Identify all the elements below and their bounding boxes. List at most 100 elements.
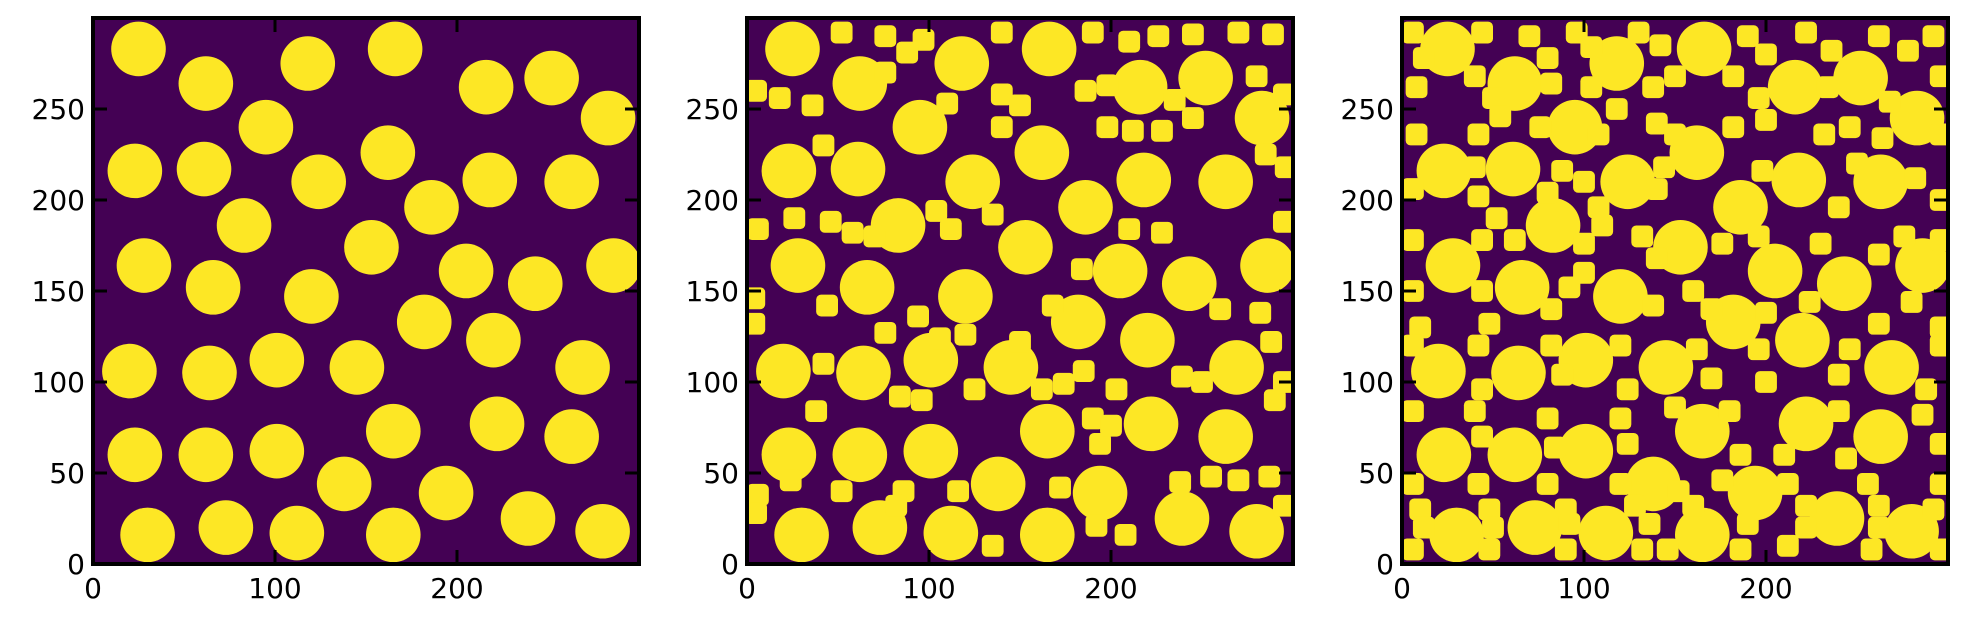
large-particle: [216, 198, 272, 253]
large-particle: [1229, 503, 1284, 559]
large-particle: [1638, 340, 1694, 395]
small-particle: [1258, 465, 1281, 488]
small-particle: [1700, 367, 1723, 390]
small-particle: [1070, 258, 1093, 281]
large-particle: [366, 403, 421, 459]
small-particle: [1838, 116, 1861, 139]
small-particle: [1835, 447, 1857, 470]
small-particle: [1871, 127, 1894, 150]
small-particle: [1402, 229, 1424, 251]
small-particle: [1085, 514, 1108, 537]
large-particle: [1600, 154, 1655, 210]
large-particle: [269, 505, 325, 561]
large-particle: [1491, 345, 1546, 401]
small-particle: [1463, 65, 1486, 88]
small-particle: [896, 41, 919, 64]
large-particle: [1775, 312, 1830, 368]
small-particle: [1467, 185, 1490, 208]
axes-frame: [1400, 16, 1950, 566]
large-particle: [367, 21, 423, 77]
small-particle: [1893, 225, 1916, 248]
large-particle: [580, 90, 636, 146]
small-particle: [863, 225, 886, 248]
y-tick-label: 0: [721, 548, 739, 581]
small-particle: [1121, 119, 1144, 142]
small-particle: [1471, 425, 1493, 448]
panel-1: 0 100 200 0 50 100 150 200 250: [32, 16, 641, 605]
small-particle: [1900, 291, 1923, 313]
small-particle: [1809, 232, 1832, 255]
large-particle: [366, 507, 421, 563]
small-particle: [1200, 465, 1223, 488]
small-particle: [929, 327, 951, 350]
small-particle: [1551, 159, 1574, 182]
x-tick-label: 100: [902, 572, 955, 605]
axes-frame: [91, 16, 641, 566]
small-particle: [747, 483, 769, 506]
large-particle: [1727, 465, 1783, 521]
large-particle: [1778, 396, 1834, 452]
small-particle: [1489, 105, 1512, 128]
small-particle: [1624, 494, 1646, 517]
small-particle: [1580, 36, 1603, 59]
large-particle: [1676, 21, 1732, 77]
large-particle: [466, 312, 521, 368]
large-particle: [1178, 50, 1233, 106]
small-particle: [779, 469, 802, 492]
small-particle: [1685, 338, 1708, 361]
small-particle: [1081, 21, 1104, 44]
small-particle: [1536, 407, 1559, 430]
small-particle: [1245, 65, 1268, 88]
small-particle: [1262, 23, 1284, 46]
large-particle: [1123, 396, 1179, 452]
large-particle: [830, 141, 886, 197]
large-particle: [404, 179, 459, 235]
small-particle: [1260, 331, 1283, 353]
small-particle: [747, 502, 768, 524]
small-particle: [1478, 312, 1501, 335]
y-tick-label: 50: [1358, 457, 1394, 490]
large-particle: [1589, 36, 1645, 91]
large-particle: [765, 21, 820, 77]
small-particle: [1755, 43, 1777, 66]
large-particle: [291, 154, 346, 210]
small-particle: [1591, 214, 1614, 237]
small-particle: [841, 221, 864, 244]
small-particle: [1747, 87, 1770, 109]
small-particle: [812, 134, 835, 157]
x-tick-label: 200: [1084, 572, 1137, 605]
small-particle: [1642, 76, 1665, 99]
small-particle: [747, 312, 766, 335]
small-particle: [1747, 338, 1770, 361]
small-particle: [805, 400, 828, 423]
small-particle: [1402, 473, 1424, 495]
small-particle: [1664, 65, 1686, 88]
large-particle: [892, 99, 948, 155]
small-particle: [936, 92, 959, 115]
small-particle: [1922, 498, 1945, 521]
large-particle: [500, 491, 556, 546]
small-particle: [1536, 473, 1559, 495]
large-particle: [1050, 294, 1106, 350]
large-particle: [507, 256, 563, 312]
y-tick-label: 250: [686, 93, 739, 126]
x-tick-label: 200: [430, 572, 483, 605]
small-particle: [1616, 378, 1639, 401]
small-particle: [1609, 407, 1632, 430]
large-particle: [555, 340, 610, 395]
small-particle: [925, 200, 948, 222]
large-particle: [1416, 143, 1472, 199]
small-particle: [1838, 338, 1861, 361]
y-tick-label: 0: [67, 548, 85, 581]
small-particle: [1551, 363, 1574, 386]
small-particle: [1540, 298, 1563, 321]
large-particle: [418, 465, 474, 521]
x-tick-label: 0: [738, 572, 756, 605]
large-particle: [1809, 491, 1865, 546]
large-particle: [832, 56, 888, 111]
small-particle: [1929, 316, 1948, 339]
small-particle: [1227, 469, 1250, 492]
small-particle: [1827, 363, 1850, 386]
small-particle: [1573, 261, 1595, 284]
small-particle: [885, 494, 908, 517]
